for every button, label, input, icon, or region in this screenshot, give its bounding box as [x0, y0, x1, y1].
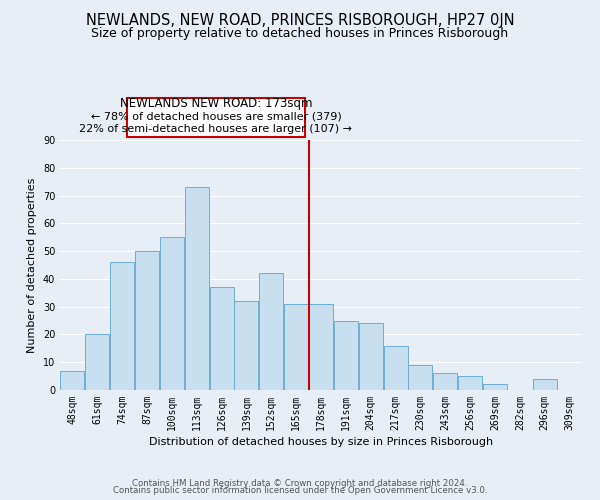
Bar [284, 304, 308, 390]
Bar [533, 379, 557, 390]
Bar [383, 346, 407, 390]
Bar [334, 320, 358, 390]
Text: Contains HM Land Registry data © Crown copyright and database right 2024.: Contains HM Land Registry data © Crown c… [132, 478, 468, 488]
FancyBboxPatch shape [127, 98, 305, 137]
Bar [61, 370, 85, 390]
Bar [160, 237, 184, 390]
Text: NEWLANDS NEW ROAD: 173sqm: NEWLANDS NEW ROAD: 173sqm [120, 98, 312, 110]
X-axis label: Distribution of detached houses by size in Princes Risborough: Distribution of detached houses by size … [149, 437, 493, 447]
Text: 22% of semi-detached houses are larger (107) →: 22% of semi-detached houses are larger (… [79, 124, 352, 134]
Text: Size of property relative to detached houses in Princes Risborough: Size of property relative to detached ho… [91, 28, 509, 40]
Bar [235, 301, 259, 390]
Bar [185, 187, 209, 390]
Text: NEWLANDS, NEW ROAD, PRINCES RISBOROUGH, HP27 0JN: NEWLANDS, NEW ROAD, PRINCES RISBOROUGH, … [86, 12, 514, 28]
Bar [309, 304, 333, 390]
Bar [135, 251, 159, 390]
Bar [85, 334, 109, 390]
Bar [433, 374, 457, 390]
Bar [110, 262, 134, 390]
Y-axis label: Number of detached properties: Number of detached properties [27, 178, 37, 352]
Text: ← 78% of detached houses are smaller (379): ← 78% of detached houses are smaller (37… [91, 112, 341, 122]
Bar [209, 287, 233, 390]
Bar [259, 274, 283, 390]
Bar [483, 384, 507, 390]
Bar [458, 376, 482, 390]
Text: Contains public sector information licensed under the Open Government Licence v3: Contains public sector information licen… [113, 486, 487, 495]
Bar [409, 365, 433, 390]
Bar [359, 324, 383, 390]
